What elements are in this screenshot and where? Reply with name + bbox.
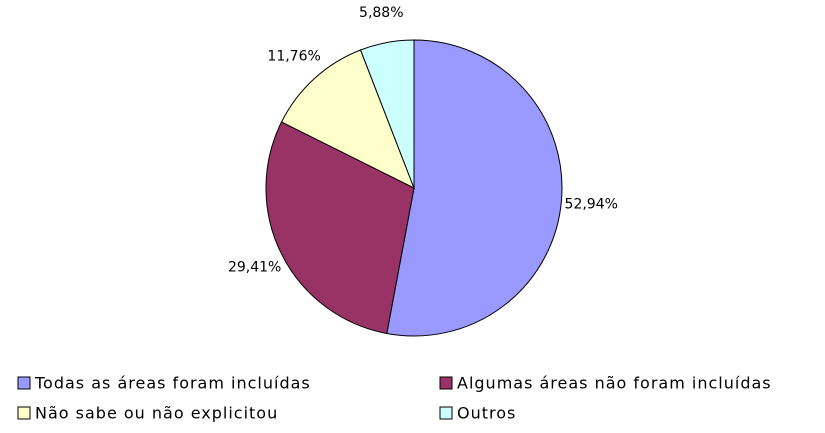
legend-label: Todas as áreas foram incluídas: [34, 374, 311, 393]
legend-swatch: [439, 406, 453, 420]
legend-label: Algumas áreas não foram incluídas: [457, 374, 772, 393]
legend-swatch: [17, 376, 31, 390]
pie-slice: [386, 39, 563, 337]
pie-slice: [280, 49, 415, 190]
pie-slice: [359, 39, 415, 189]
data-label: 11,76%: [267, 48, 320, 64]
legend-swatch: [439, 376, 453, 390]
pie-slice: [265, 121, 415, 335]
data-label: 29,41%: [228, 259, 281, 275]
legend-label: Não sabe ou não explicitou: [35, 404, 278, 423]
legend-swatch: [17, 406, 31, 420]
data-label: 52,94%: [565, 196, 618, 212]
legend-label: Outros: [457, 404, 516, 423]
data-label: 5,88%: [359, 5, 403, 21]
